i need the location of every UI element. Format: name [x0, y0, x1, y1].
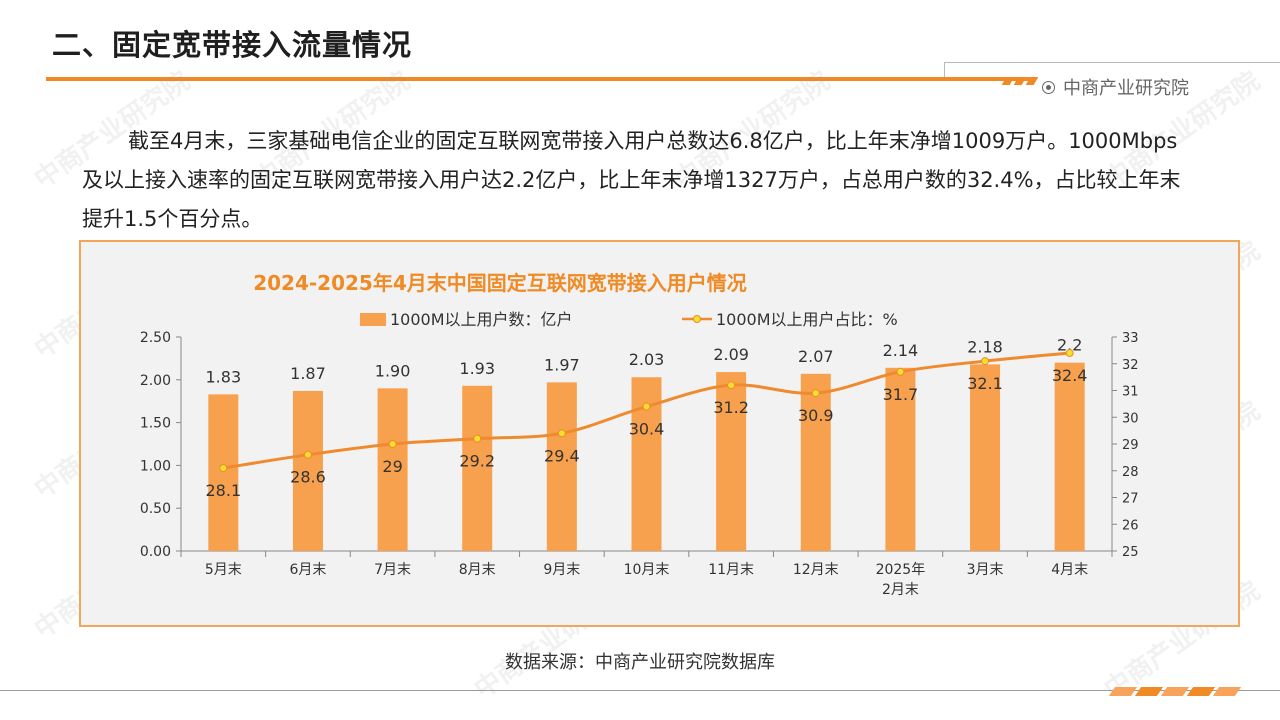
x-tick-label: 8月末: [459, 562, 496, 578]
line-value-label: 28.6: [290, 468, 326, 487]
brand-label: 中商产业研究院: [1042, 74, 1189, 100]
line-point: [811, 389, 820, 398]
x-tick-label: 7月末: [374, 562, 411, 578]
line-point: [642, 402, 651, 411]
line-point: [896, 367, 905, 376]
source-note: 数据来源：中商产业研究院数据库: [505, 652, 775, 673]
chart-box: 2024-2025年4月末中国固定互联网宽带接入用户情况 1000M以上用户数：…: [79, 240, 1240, 627]
line-value-label: 31.2: [713, 398, 749, 417]
brand-circle-icon: [1042, 80, 1055, 94]
combo-chart: 2024-2025年4月末中国固定互联网宽带接入用户情况 1000M以上用户数：…: [140, 271, 1139, 598]
header-rule: [944, 62, 1280, 63]
line-point: [219, 464, 228, 473]
y-left-tick-label: 1.50: [140, 416, 171, 432]
intro-paragraph: 截至4月末，三家基础电信企业的固定互联网宽带接入用户总数达6.8亿户，比上年末净…: [82, 122, 1182, 239]
bar-value-label: 2.2: [1057, 336, 1082, 355]
y-left-tick-label: 0.00: [140, 544, 171, 560]
legend-bar-swatch: [360, 313, 386, 326]
line-point: [727, 381, 736, 390]
x-tick-label: 3月末: [967, 562, 1004, 578]
x-tick-label: 2月末: [882, 582, 919, 598]
bottom-rule: [0, 690, 1280, 691]
bar-series: 1.83 1.87 1.90 1.93 1.97 2.03 2.09 2.07 2.14 2.18…: [206, 336, 1085, 551]
bar-value-label: 1.87: [290, 364, 326, 383]
line-value-label: 30.9: [798, 406, 834, 425]
y-right-tick-label: 29: [1122, 438, 1139, 453]
axes: 0.00 0.50 1.00 1.50 2.00 2.50 25 26 27 28 29 30 31 32…: [140, 330, 1139, 598]
header-rule-vertical: [944, 62, 945, 77]
line-value-label: 29.2: [459, 452, 495, 471]
y-right-tick-label: 31: [1122, 385, 1139, 400]
line-value-label: 30.4: [629, 420, 665, 439]
bar-value-label: 2.03: [629, 350, 665, 369]
bar: [546, 382, 577, 551]
bar: [462, 385, 493, 551]
bar: [885, 367, 916, 551]
y-right-tick-label: 25: [1122, 545, 1139, 560]
legend-bar-label: 1000M以上用户数：亿户: [390, 310, 573, 329]
bar-value-label: 2.14: [883, 341, 919, 360]
y-left-tick-label: 2.50: [140, 330, 171, 346]
y-right-tick-label: 32: [1122, 358, 1139, 373]
line-point: [557, 429, 566, 438]
line-series: 28.1 28.6 29 29.2 29.4 30.4 31.2 30.9 31.7 32.1 32…: [206, 349, 1088, 500]
y-left-tick-label: 2.00: [140, 373, 171, 389]
x-tick-label: 11月末: [708, 562, 754, 578]
bar-value-label: 1.90: [375, 361, 411, 380]
title-underline: [46, 77, 1030, 81]
bottom-stripes: [1108, 681, 1242, 700]
bar: [208, 394, 239, 551]
page-title: 二、固定宽带接入流量情况: [52, 28, 413, 62]
bar: [800, 373, 831, 551]
bar-value-label: 2.09: [713, 345, 749, 364]
bar-value-label: 2.07: [798, 347, 834, 366]
line-value-label: 29.4: [544, 446, 580, 465]
legend: 1000M以上用户数：亿户 1000M以上用户占比：%: [360, 310, 898, 329]
y-left-tick-label: 1.00: [140, 458, 171, 474]
intro-text: 截至4月末，三家基础电信企业的固定互联网宽带接入用户总数达6.8亿户，比上年末净…: [82, 129, 1181, 231]
x-tick-label: 12月末: [793, 562, 839, 578]
legend-line-marker: [693, 315, 701, 323]
x-tick-label: 9月末: [543, 562, 580, 578]
y-right-tick-label: 27: [1122, 492, 1139, 507]
bar: [292, 390, 323, 551]
y-right-tick-label: 30: [1122, 411, 1139, 426]
line-point: [388, 440, 397, 448]
y-right-tick-label: 26: [1122, 518, 1139, 533]
legend-line-label: 1000M以上用户占比：%: [716, 310, 898, 329]
bar-value-label: 2.18: [967, 337, 1003, 356]
x-tick-label: 5月末: [205, 562, 242, 578]
bar-value-label: 1.97: [544, 355, 580, 374]
line-value-label: 29: [382, 457, 402, 476]
y-right-tick-label: 33: [1122, 331, 1139, 346]
x-tick-label: 6月末: [289, 562, 326, 578]
bar: [716, 372, 747, 551]
x-tick-label: 4月末: [1051, 562, 1088, 578]
line-value-label: 31.7: [883, 385, 919, 404]
line-value-label: 28.1: [206, 481, 242, 500]
line-point: [1065, 349, 1074, 358]
line-point: [473, 434, 482, 443]
x-tick-label: 10月末: [624, 562, 670, 578]
line-point: [303, 450, 312, 459]
line-point: [981, 357, 990, 366]
y-right-tick-label: 28: [1122, 465, 1139, 480]
chart-title: 2024-2025年4月末中国固定互联网宽带接入用户情况: [253, 271, 747, 295]
line-value-label: 32.1: [967, 374, 1003, 393]
bar-value-label: 1.83: [206, 367, 242, 386]
bar: [1054, 362, 1085, 551]
y-left-tick-label: 0.50: [140, 501, 171, 517]
line-value-label: 32.4: [1052, 366, 1088, 385]
bar: [970, 364, 1001, 551]
x-tick-label: 2025年: [876, 562, 926, 578]
bar: [377, 388, 408, 551]
bar-value-label: 1.93: [459, 359, 495, 378]
